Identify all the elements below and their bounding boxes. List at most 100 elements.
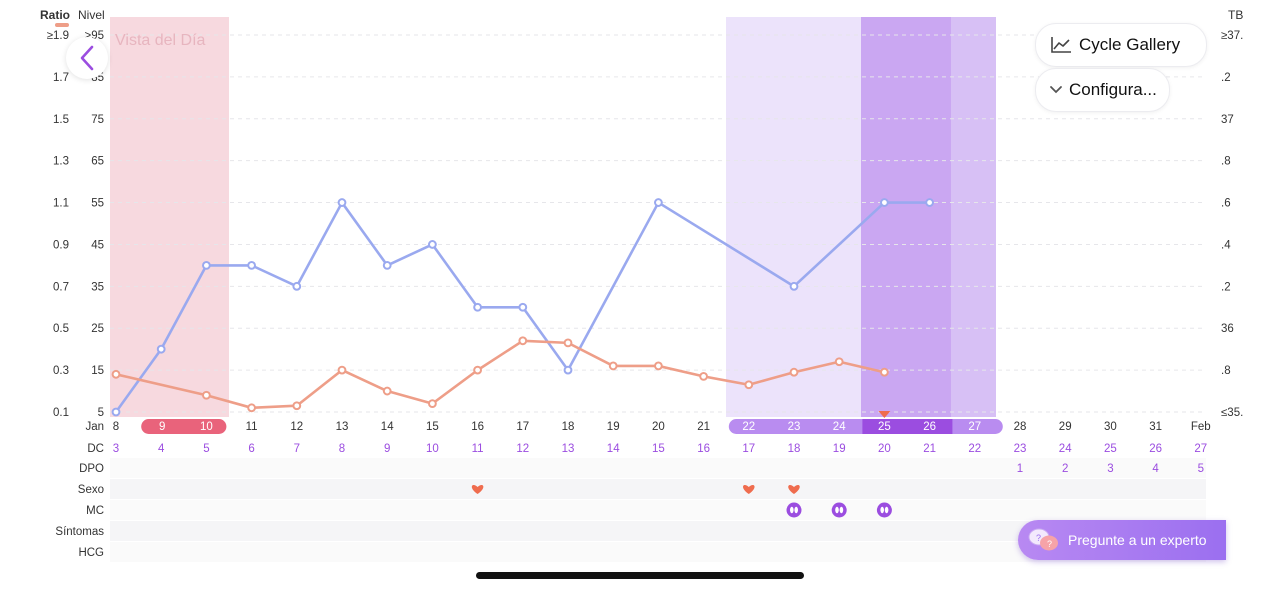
mucus-drop xyxy=(790,506,794,514)
series-1-point xyxy=(563,365,573,375)
date-label: 29 xyxy=(1059,421,1072,433)
date-label: 19 xyxy=(607,421,620,433)
dc-value: 20 xyxy=(878,443,891,455)
dc-value: 10 xyxy=(426,443,439,455)
cycle-gallery-button[interactable]: Cycle Gallery xyxy=(1035,23,1207,67)
date-label: 20 xyxy=(652,421,665,433)
dc-value: 26 xyxy=(1149,443,1162,455)
temp-tick: .2 xyxy=(1221,281,1231,293)
row-label: HCG xyxy=(78,547,104,559)
series-2-point xyxy=(247,403,257,413)
row-background xyxy=(110,500,1206,520)
series-2-point xyxy=(292,401,302,411)
dc-value: 3 xyxy=(113,443,119,455)
heart-icon xyxy=(471,484,484,494)
ratio-tick: 0.1 xyxy=(53,407,69,419)
temp-tick: .8 xyxy=(1221,156,1231,168)
series-1-point xyxy=(292,281,302,291)
date-label: 26 xyxy=(923,421,936,433)
series-1-point xyxy=(880,198,889,207)
temp-tick: 37 xyxy=(1221,114,1234,126)
dpo-value: 4 xyxy=(1152,463,1159,475)
mucus-icon xyxy=(786,502,802,518)
series-1-point xyxy=(473,302,483,312)
dc-value: 11 xyxy=(472,443,484,455)
series-2-point xyxy=(202,390,211,400)
series-2-point xyxy=(382,386,392,396)
ratio-tick: 0.3 xyxy=(53,365,69,377)
configure-button[interactable]: Configura... xyxy=(1035,68,1170,112)
temp-tick: .8 xyxy=(1221,365,1231,377)
series-1-point xyxy=(925,198,934,207)
date-label: 13 xyxy=(336,421,349,433)
chevron-down-icon xyxy=(1050,86,1062,94)
row-label: DC xyxy=(87,443,104,455)
ovulation-pill xyxy=(862,419,953,434)
series-1-point xyxy=(111,407,121,417)
series-1-point xyxy=(337,198,347,207)
dc-value: 9 xyxy=(384,443,390,455)
series-2-point xyxy=(789,367,799,377)
series-1-point xyxy=(654,198,663,207)
dc-value: 19 xyxy=(833,443,846,455)
left-axis-swatch xyxy=(55,23,69,27)
date-label: 22 xyxy=(742,421,755,433)
date-label: 25 xyxy=(878,421,891,433)
ratio-tick: 0.5 xyxy=(53,323,69,335)
back-button[interactable] xyxy=(66,37,108,79)
date-label: 16 xyxy=(471,421,484,433)
mucus-drop xyxy=(839,506,844,514)
temp-tick: .4 xyxy=(1221,239,1231,251)
svg-text:?: ? xyxy=(1047,539,1052,549)
series-1-point xyxy=(247,260,257,270)
date-label: 12 xyxy=(290,421,303,433)
row-label: Sexo xyxy=(78,484,104,496)
series-2-point xyxy=(337,365,347,375)
line-chart-icon xyxy=(1051,37,1071,53)
day-view-label: Vista del Día xyxy=(115,32,206,49)
date-label: 10 xyxy=(200,421,213,433)
temp-tick: 36 xyxy=(1221,323,1234,335)
series-lines xyxy=(111,198,934,417)
dc-value: 8 xyxy=(339,443,345,455)
dc-value: 16 xyxy=(697,443,710,455)
chat-bubbles-icon: ? ? xyxy=(1028,528,1058,551)
date-label: Feb xyxy=(1191,421,1211,433)
heart-icon xyxy=(743,484,755,494)
series-2-point xyxy=(563,338,573,348)
ratio-tick: 0.7 xyxy=(53,281,69,293)
ratio-tick: ≥1.9 xyxy=(47,30,69,42)
dpo-value: 2 xyxy=(1062,463,1068,475)
ratio-tick: 1.5 xyxy=(53,114,69,126)
temp-tick: .2 xyxy=(1221,72,1231,84)
temp-tick: ≥37. xyxy=(1221,30,1243,42)
level-tick: 25 xyxy=(91,323,104,335)
date-label: 23 xyxy=(788,421,801,433)
ask-expert-button[interactable]: ? ? Pregunte a un experto xyxy=(1018,520,1226,560)
period-pill xyxy=(141,419,227,434)
dc-value: 12 xyxy=(516,443,529,455)
row-label: DPO xyxy=(79,463,104,475)
dc-value: 13 xyxy=(562,443,575,455)
dc-value: 6 xyxy=(248,443,254,455)
series-1-point xyxy=(202,260,211,270)
dc-value: 15 xyxy=(652,443,665,455)
dpo-value: 1 xyxy=(1017,463,1023,475)
series-2-point xyxy=(744,380,754,390)
dc-value: 5 xyxy=(203,443,209,455)
period-band xyxy=(110,17,229,417)
level-tick: 15 xyxy=(91,365,104,377)
date-label: 30 xyxy=(1104,421,1117,433)
dc-value: 4 xyxy=(158,443,165,455)
series-2-point xyxy=(428,399,437,409)
series-2-point xyxy=(111,369,121,379)
row-background xyxy=(110,521,1206,541)
row-label: Síntomas xyxy=(55,526,104,538)
heart-icon xyxy=(788,484,800,494)
series-1-point xyxy=(789,281,799,291)
date-label: 17 xyxy=(516,421,529,433)
today-marker xyxy=(878,411,891,418)
date-label: 18 xyxy=(562,421,575,433)
date-label: 9 xyxy=(159,421,165,433)
